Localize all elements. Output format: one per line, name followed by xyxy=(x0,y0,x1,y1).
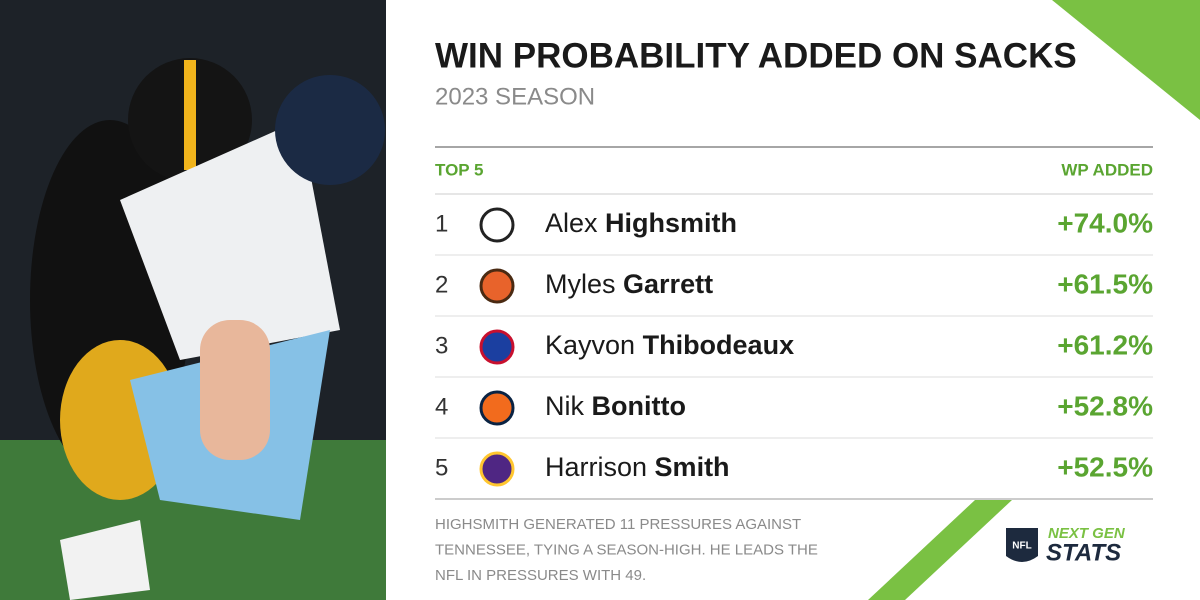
team-logo xyxy=(479,451,515,487)
rank: 4 xyxy=(435,393,448,420)
wp-added: +61.2% xyxy=(1057,329,1153,360)
row: 4 Nik Bonitto +52.8% xyxy=(435,390,1153,439)
brand-badge: NFL xyxy=(1012,541,1031,552)
title: WIN PROBABILITY ADDED ON SACKS xyxy=(435,36,1077,75)
wp-added: +74.0% xyxy=(1057,207,1153,238)
rank: 2 xyxy=(435,271,448,298)
first-name: Kayvon xyxy=(545,330,635,360)
wp-added: +52.5% xyxy=(1057,451,1153,482)
rows: 1 Alex Highsmith +74.0% 2 Myles Garrett +61.5… xyxy=(435,207,1153,500)
team-logo xyxy=(479,329,515,365)
wp-added: +61.5% xyxy=(1057,268,1153,299)
player-name: Kayvon Thibodeaux xyxy=(545,330,794,360)
column-header: WP ADDED xyxy=(1061,160,1153,179)
team-logo xyxy=(479,207,515,243)
first-name: Nik xyxy=(545,391,584,421)
accent-bottom xyxy=(868,500,1012,600)
accent-top xyxy=(1052,0,1200,120)
footnote: HIGHSMITH GENERATED 11 PRESSURES AGAINST… xyxy=(435,516,818,584)
first-name: Harrison xyxy=(545,452,647,482)
player-name: Harrison Smith xyxy=(545,452,730,482)
last-name: Bonitto xyxy=(592,391,686,421)
team-logo xyxy=(479,390,515,426)
footnote-line: TENNESSEE, TYING A SEASON-HIGH. HE LEADS… xyxy=(435,541,818,558)
wp-added: +52.8% xyxy=(1057,390,1153,421)
brand-line2: STATS xyxy=(1046,539,1121,566)
row: 1 Alex Highsmith +74.0% xyxy=(435,207,1153,256)
row: 3 Kayvon Thibodeaux +61.2% xyxy=(435,329,1153,378)
photo xyxy=(0,0,386,600)
player-name: Alex Highsmith xyxy=(545,208,737,238)
subtitle: 2023 SEASON xyxy=(435,83,595,110)
brand: NFL NEXT GEN STATS xyxy=(1006,525,1126,566)
last-name: Highsmith xyxy=(605,208,737,238)
team-logo xyxy=(479,268,515,304)
row: 5 Harrison Smith +52.5% xyxy=(435,451,1153,500)
footnote-line: NFL IN PRESSURES WITH 49. xyxy=(435,567,646,584)
last-name: Smith xyxy=(655,452,730,482)
rank: 3 xyxy=(435,332,448,359)
first-name: Myles xyxy=(545,269,616,299)
first-name: Alex xyxy=(545,208,598,238)
brand-line1: NEXT GEN xyxy=(1048,525,1126,542)
footnote-line: HIGHSMITH GENERATED 11 PRESSURES AGAINST xyxy=(435,516,801,533)
column-header: TOP 5 xyxy=(435,160,484,179)
row: 2 Myles Garrett +61.5% xyxy=(435,268,1153,317)
player-name: Nik Bonitto xyxy=(545,391,686,421)
rank: 1 xyxy=(435,210,448,237)
last-name: Thibodeaux xyxy=(643,330,795,360)
player-name: Myles Garrett xyxy=(545,269,713,299)
last-name: Garrett xyxy=(623,269,713,299)
rank: 5 xyxy=(435,454,448,481)
